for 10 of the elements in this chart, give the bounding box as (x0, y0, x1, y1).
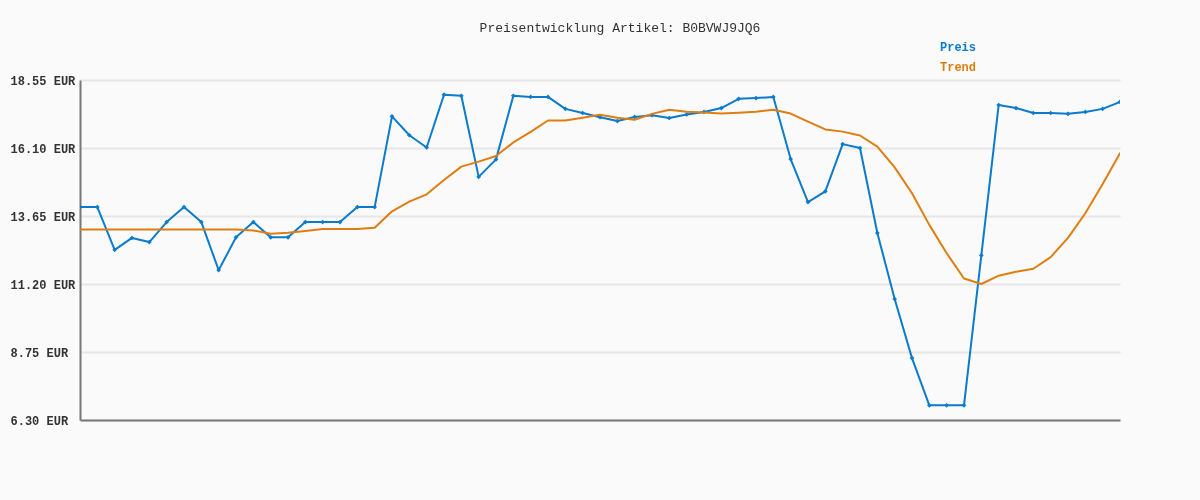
y-tick-label: 6.30 EUR (10, 414, 69, 429)
line-series (80, 108, 1120, 285)
y-tick-label: 16.10 EUR (10, 142, 77, 157)
text: Trend (940, 61, 977, 75)
text: Preis (940, 41, 977, 55)
chart-title: Preisentwicklung Artikel: B0BVWJ9JQ6 (479, 21, 761, 36)
y-tick-label: 18.55 EUR (10, 74, 77, 89)
y-tick-label: 8.75 EUR (10, 346, 69, 361)
y-tick-label: 13.65 EUR (10, 210, 77, 225)
y-tick-label: 11.20 EUR (10, 278, 77, 293)
